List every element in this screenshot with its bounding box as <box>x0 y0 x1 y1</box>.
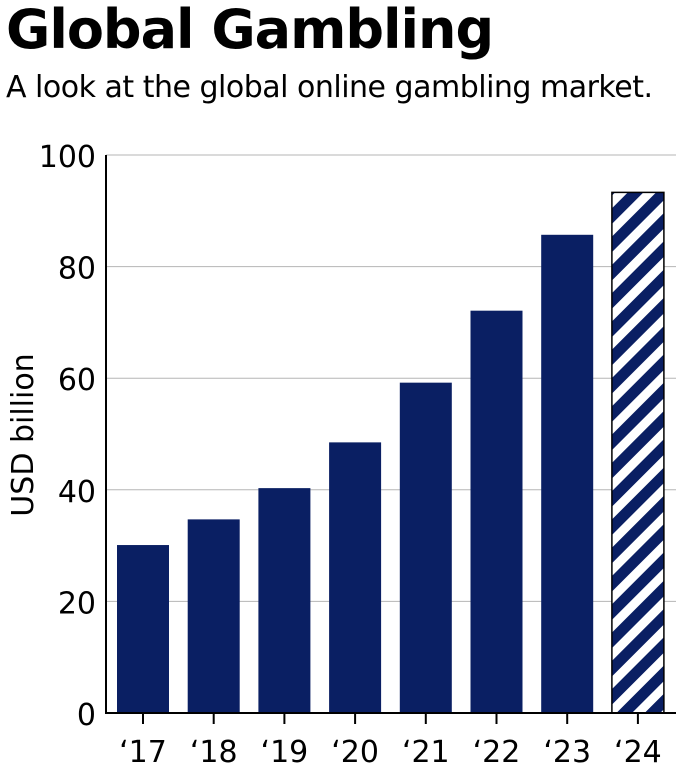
x-tick-label: ‘17 <box>119 735 167 770</box>
y-tick-label: 0 <box>77 698 96 733</box>
bar <box>117 545 169 713</box>
y-tick-label: 80 <box>58 252 96 287</box>
bars <box>117 191 665 714</box>
x-tick-label: ‘22 <box>473 735 521 770</box>
bar <box>470 310 523 713</box>
x-tick-label: ‘24 <box>614 735 662 770</box>
y-tick-label: 20 <box>58 586 96 621</box>
x-tick-label: ‘21 <box>402 735 450 770</box>
y-tick-label: 100 <box>39 140 96 175</box>
x-tick-label: ‘18 <box>190 735 238 770</box>
x-tick-label: ‘19 <box>261 735 309 770</box>
bar <box>329 442 382 713</box>
y-axis-label: USD billion <box>6 353 41 516</box>
y-tick-label: 60 <box>58 363 96 398</box>
x-tick-label: ‘23 <box>543 735 591 770</box>
axis-labels: 0 20 40 60 80 100 ‘17 ‘18 ‘19 ‘20 ‘21 ‘22 ‘23 ‘24 <box>39 140 662 770</box>
bar <box>541 234 594 713</box>
axes <box>105 155 676 724</box>
chart-title: Global Gambling <box>6 0 494 61</box>
bar <box>187 519 240 713</box>
bar <box>258 488 311 713</box>
bar <box>399 382 452 713</box>
x-tick-label: ‘20 <box>331 735 379 770</box>
chart-subtitle: A look at the global online gambling mar… <box>6 70 653 105</box>
bar-projected <box>611 191 665 714</box>
y-tick-label: 40 <box>58 475 96 510</box>
